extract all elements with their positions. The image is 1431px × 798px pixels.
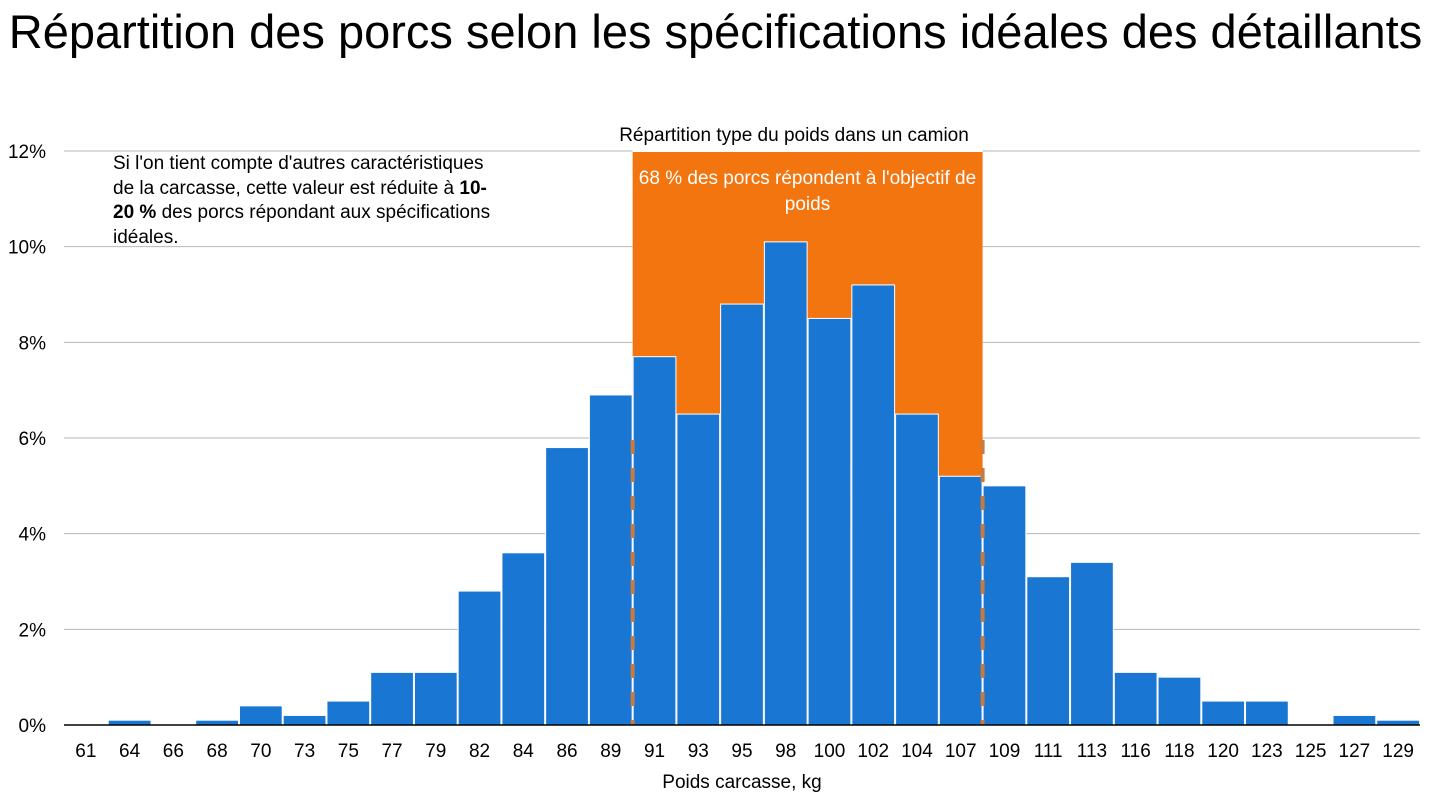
x-tick-label: 66 xyxy=(163,741,184,762)
x-tick-label: 73 xyxy=(294,741,315,762)
x-tick-label: 116 xyxy=(1121,741,1151,762)
bar xyxy=(895,413,939,726)
x-tick-label: 100 xyxy=(814,741,846,762)
y-tick-label: 8% xyxy=(19,333,47,354)
x-tick-label: 129 xyxy=(1382,741,1414,762)
note-text-end: des porcs répondant aux spécifications i… xyxy=(113,202,491,248)
x-tick-label: 123 xyxy=(1251,741,1283,762)
x-tick-label: 70 xyxy=(250,741,271,762)
x-tick-label: 61 xyxy=(75,741,96,762)
bar xyxy=(938,475,983,726)
bar xyxy=(1026,576,1071,726)
x-tick-label: 89 xyxy=(600,741,621,762)
bar xyxy=(632,356,677,726)
note-bold: 10-20 % xyxy=(113,177,487,224)
x-tick-label: 98 xyxy=(775,741,796,762)
bar xyxy=(501,552,546,726)
bar xyxy=(1070,561,1114,726)
x-tick-label: 93 xyxy=(688,741,709,762)
bar xyxy=(545,447,589,726)
bar xyxy=(282,714,327,726)
y-tick-label: 4% xyxy=(19,525,47,546)
bar xyxy=(676,413,721,726)
bar xyxy=(982,485,1027,726)
bar xyxy=(807,317,852,726)
bar xyxy=(1113,671,1158,726)
x-tick-label: 75 xyxy=(338,741,359,762)
x-tick-label: 77 xyxy=(381,741,402,762)
x-tick-label: 118 xyxy=(1164,741,1194,762)
x-tick-label: 68 xyxy=(207,741,228,762)
bar xyxy=(370,671,414,726)
x-tick-label: 109 xyxy=(989,741,1021,762)
bar xyxy=(1245,700,1289,726)
gridlines: 0% 2% 4% 6% 8% 10% 12% xyxy=(8,142,1420,737)
x-tick-label: 84 xyxy=(513,741,535,762)
bar xyxy=(413,671,458,726)
x-tick-label: 79 xyxy=(425,741,446,762)
x-tick-label: 125 xyxy=(1295,741,1327,762)
bar xyxy=(1157,676,1202,726)
highlight-label: 68 % des porcs répondent à l'objectif de… xyxy=(638,168,977,215)
chart-title: Répartition des porcs selon les spécific… xyxy=(8,5,1423,58)
x-tick-label: 82 xyxy=(469,741,490,762)
x-tick-label: 91 xyxy=(644,741,665,762)
bar xyxy=(326,700,371,726)
y-tick-label: 6% xyxy=(19,429,47,450)
bar xyxy=(763,241,808,726)
x-tick-label: 102 xyxy=(857,741,889,762)
axis: 61 64 66 68 70 73 75 77 79 82 84 86 89 91 93 95 98 100 102… xyxy=(64,724,1420,762)
note-text: Si l'on tient compte d'autres caractéris… xyxy=(113,153,484,199)
y-tick-label: 12% xyxy=(8,142,46,163)
highlight-dashes xyxy=(630,440,985,725)
x-tick-label: 104 xyxy=(901,741,933,762)
y-tick-label: 0% xyxy=(19,716,47,737)
x-tick-label: 95 xyxy=(731,741,752,762)
bars xyxy=(107,241,1420,726)
x-axis-label: Poids carcasse, kg xyxy=(662,772,821,793)
y-tick-label: 2% xyxy=(19,620,47,641)
x-tick-label: 113 xyxy=(1077,741,1107,762)
bar xyxy=(457,590,502,726)
bar xyxy=(588,394,633,726)
bar xyxy=(720,303,764,726)
x-tick-label: 86 xyxy=(556,741,577,762)
annotation-note: Si l'on tient compte d'autres caractéris… xyxy=(113,152,493,250)
bar xyxy=(1332,714,1377,726)
chart-subtitle: Répartition type du poids dans un camion xyxy=(619,125,969,146)
bar xyxy=(851,284,896,726)
x-tick-label: 111 xyxy=(1034,741,1063,762)
y-tick-label: 10% xyxy=(8,238,46,259)
x-tick-label: 64 xyxy=(119,741,141,762)
bar xyxy=(238,705,283,726)
x-tick-label: 127 xyxy=(1339,741,1371,762)
x-tick-label: 107 xyxy=(945,741,977,762)
bar xyxy=(1201,700,1246,726)
x-tick-label: 120 xyxy=(1207,741,1239,762)
